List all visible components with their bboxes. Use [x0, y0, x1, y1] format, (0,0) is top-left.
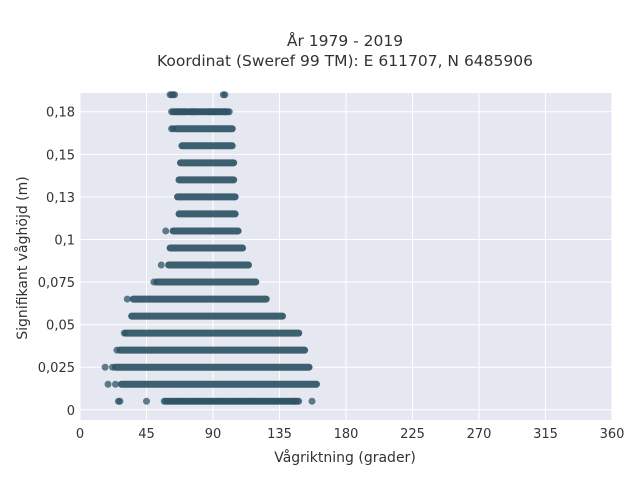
x-tick-label: 45 [138, 427, 155, 442]
x-tick-label: 315 [533, 427, 558, 442]
x-tick-label: 270 [467, 427, 492, 442]
chart-title: År 1979 - 2019 [287, 31, 403, 50]
scatter-point [221, 108, 229, 116]
y-axis-label: Signifikant våghöjd (m) [14, 176, 31, 339]
scatter-point [181, 108, 189, 116]
scatter-point [308, 397, 316, 405]
x-tick-labels: 0 45 90 135 180 225 270 315 360 [76, 427, 625, 442]
y-tick-label: 0,05 [46, 319, 75, 334]
scatter-point [111, 380, 119, 388]
scatter-point [109, 363, 117, 371]
y-tick-label: 0,1 [54, 233, 75, 248]
scatter-point [221, 91, 229, 99]
scatter-point [191, 108, 199, 116]
scatter-points [101, 91, 320, 405]
y-tick-labels: 0 0,025 0,05 0,075 0,1 0,13 0,15 0,18 [38, 106, 75, 419]
scatter-point [157, 261, 165, 269]
y-tick-label: 0 [67, 404, 75, 419]
scatter-point [171, 91, 179, 99]
scatter-point [101, 363, 109, 371]
scatter-point [116, 397, 124, 405]
x-tick-label: 90 [205, 427, 222, 442]
y-tick-label: 0,18 [46, 106, 75, 121]
x-tick-label: 135 [267, 427, 292, 442]
scatter-point [143, 397, 150, 405]
scatter-point [123, 295, 131, 303]
scatter-point [113, 346, 121, 354]
scatter-point [160, 397, 168, 405]
x-axis-label: Vågriktning (grader) [274, 449, 416, 466]
scatter-point [150, 278, 158, 286]
y-tick-label: 0,13 [46, 191, 75, 206]
scatter-point [104, 380, 112, 388]
scatter-point [169, 125, 177, 133]
scatter-point [120, 329, 128, 337]
y-tick-label: 0,025 [38, 361, 75, 376]
scatter-point [290, 397, 298, 405]
y-tick-label: 0,075 [38, 276, 75, 291]
x-tick-label: 0 [76, 427, 84, 442]
x-tick-label: 180 [334, 427, 359, 442]
x-tick-label: 360 [600, 427, 625, 442]
y-tick-label: 0,15 [46, 148, 75, 163]
x-tick-label: 225 [400, 427, 425, 442]
scatter-point [162, 227, 170, 235]
chart-subtitle: Koordinat (Sweref 99 TM): E 611707, N 64… [157, 52, 533, 70]
